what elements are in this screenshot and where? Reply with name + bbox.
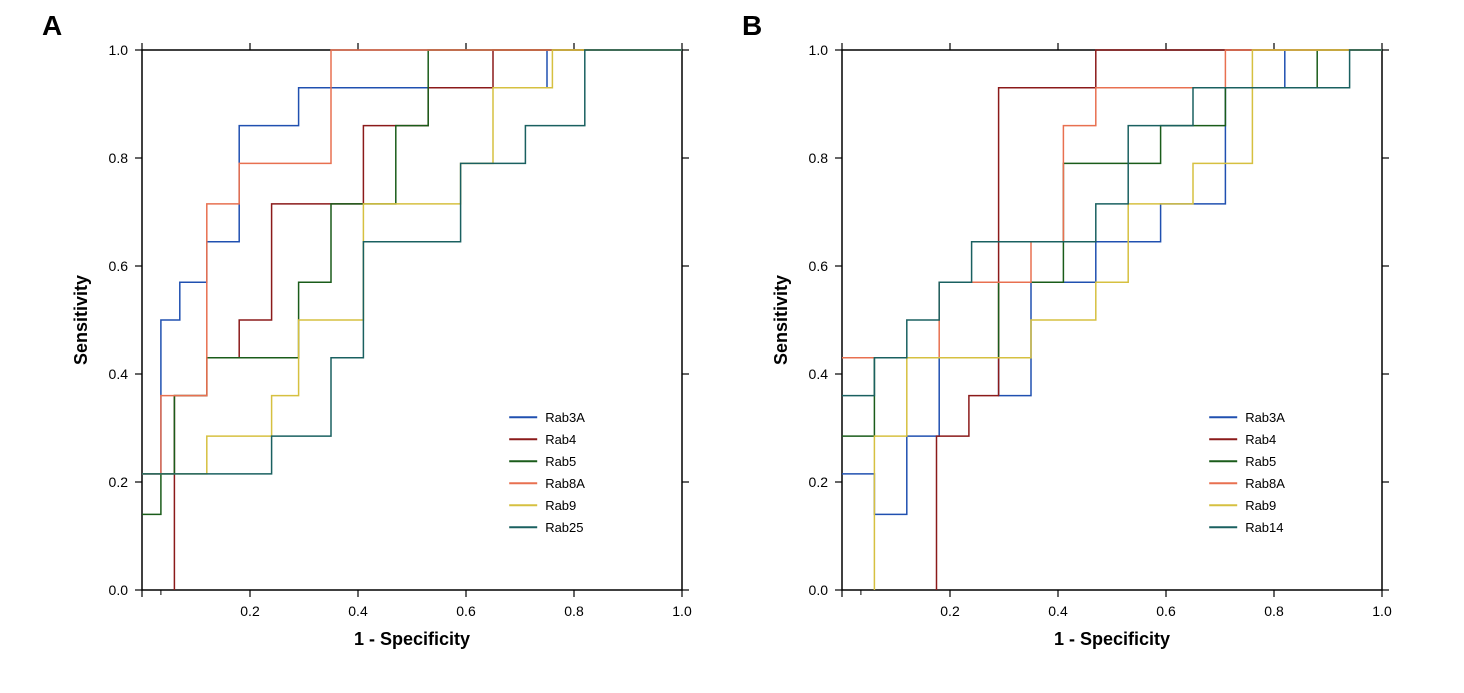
legend-label: Rab8A <box>1245 476 1285 491</box>
y-tick-label: 0.8 <box>809 150 829 166</box>
y-tick-label: 0.4 <box>809 366 829 382</box>
panel-label: A <box>42 10 62 42</box>
x-tick-label: 0.8 <box>1264 603 1284 619</box>
x-tick-label: 0.6 <box>1156 603 1176 619</box>
legend-label: Rab5 <box>545 454 576 469</box>
y-tick-label: 1.0 <box>109 42 129 58</box>
legend-label: Rab14 <box>1245 520 1283 535</box>
plot-border <box>142 50 682 590</box>
legend-label: Rab5 <box>1245 454 1276 469</box>
y-tick-label: 0.0 <box>109 582 129 598</box>
legend-label: Rab8A <box>545 476 585 491</box>
y-tick-label: 0.2 <box>809 474 829 490</box>
x-tick-label: 0.6 <box>456 603 476 619</box>
panel-label: B <box>742 10 762 42</box>
roc-panel: A0.20.40.60.81.00.00.20.40.60.81.01 - Sp… <box>52 20 712 670</box>
legend-label: Rab9 <box>545 498 576 513</box>
roc-chart: 0.2 0.4 0.6 0.8 1.0 0.0 0.2 0.4 0.6 0.8 1.0 1 - Spe… <box>752 20 1412 670</box>
x-axis-label: 1 - Specificity <box>354 629 470 649</box>
legend-label: Rab4 <box>1245 432 1276 447</box>
legend-label: Rab3A <box>1245 410 1285 425</box>
legend-label: Rab25 <box>545 520 583 535</box>
roc-chart: 0.2 0.4 0.6 0.8 1.0 0.0 0.2 0.4 0.6 0.8 1.0 1 - Spe… <box>52 20 712 670</box>
y-tick-label: 0.2 <box>109 474 129 490</box>
x-tick-label: 1.0 <box>672 603 692 619</box>
x-tick-label: 0.4 <box>348 603 368 619</box>
x-axis-label: 1 - Specificity <box>1054 629 1170 649</box>
y-tick-label: 0.6 <box>109 258 129 274</box>
y-tick-label: 0.8 <box>109 150 129 166</box>
x-tick-label: 0.8 <box>564 603 584 619</box>
y-tick-label: 1.0 <box>809 42 829 58</box>
x-tick-label: 0.2 <box>240 603 260 619</box>
y-tick-label: 0.4 <box>109 366 129 382</box>
y-tick-label: 0.0 <box>809 582 829 598</box>
y-axis-label: Sensitivity <box>71 275 91 365</box>
y-tick-label: 0.6 <box>809 258 829 274</box>
legend-label: Rab4 <box>545 432 576 447</box>
roc-panel: B0.20.40.60.81.00.00.20.40.60.81.01 - Sp… <box>752 20 1412 670</box>
x-tick-label: 1.0 <box>1372 603 1392 619</box>
legend-label: Rab3A <box>545 410 585 425</box>
y-axis-label: Sensitivity <box>771 275 791 365</box>
legend-label: Rab9 <box>1245 498 1276 513</box>
x-tick-label: 0.4 <box>1048 603 1068 619</box>
x-tick-label: 0.2 <box>940 603 960 619</box>
